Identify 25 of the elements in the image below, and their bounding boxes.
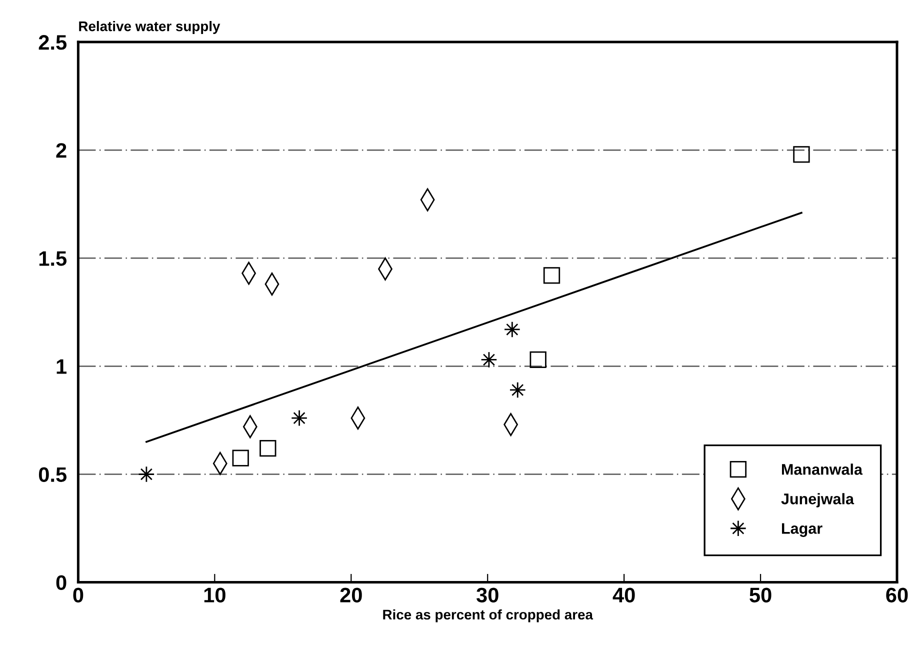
point [290,410,308,426]
y-axis-title: Relative water supply [79,21,220,34]
point [793,146,810,163]
x-tick-label: 50 [750,588,772,602]
x-tick-label: 10 [204,588,226,602]
x-tick-label: 60 [886,588,908,602]
y-tick-label: 1 [56,359,67,374]
point [543,267,560,284]
y-tick-label: 2 [56,143,66,158]
point [530,351,546,368]
legend-label: Mananwala [782,464,863,475]
y-tick-label: 2.5 [38,35,67,50]
x-tick-label: 20 [340,588,362,602]
x-tick-label: 0 [73,588,84,602]
point [138,466,155,483]
x-axis-title: Rice as percent of cropped area [383,609,594,622]
y-tick-label: 0 [56,575,66,590]
x-tick-label: 30 [476,588,498,602]
x-tick-label: 40 [612,588,635,602]
y-tick-label: 1.5 [39,251,67,266]
point [232,450,249,466]
point [260,440,276,457]
y-tick-label: 0.5 [38,467,67,482]
legend-label: Lagar [782,523,822,537]
legend-label: Junejwala [781,493,854,508]
